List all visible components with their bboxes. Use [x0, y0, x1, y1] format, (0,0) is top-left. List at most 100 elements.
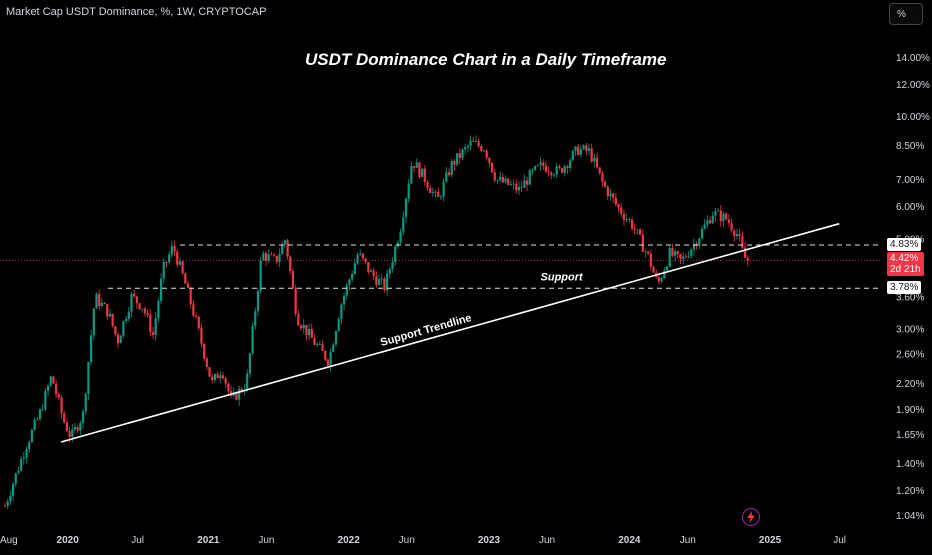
candle: [520, 181, 523, 193]
candle-body: [439, 196, 443, 198]
x-tick-label: Jul: [833, 535, 846, 546]
candle-body: [254, 310, 257, 326]
last-price-badge: 4.42% 2d 21h: [887, 251, 924, 276]
candle: [76, 425, 79, 433]
candle: [660, 276, 663, 284]
candle-body: [127, 311, 130, 319]
candle: [649, 249, 652, 271]
candle-body: [100, 302, 103, 307]
candle-body: [11, 483, 15, 496]
bolt-icon[interactable]: [742, 508, 760, 526]
candle: [574, 145, 577, 157]
candle-body: [700, 228, 704, 239]
candle: [547, 166, 550, 177]
candle-body: [682, 256, 685, 259]
candle: [673, 248, 677, 262]
candle: [472, 136, 475, 142]
candle: [216, 371, 219, 379]
candle-body: [369, 270, 373, 272]
candle: [668, 245, 671, 268]
candle: [294, 284, 297, 317]
y-tick-label: 14.00%: [896, 53, 930, 64]
candle: [386, 269, 389, 296]
candle-body: [192, 304, 195, 316]
candle-body: [590, 148, 593, 162]
candle-body: [176, 251, 179, 265]
candle: [647, 250, 650, 256]
candle: [149, 309, 152, 337]
x-tick-label: Jun: [399, 535, 415, 546]
candle-body: [539, 162, 542, 166]
candle-body: [197, 316, 200, 329]
candle: [612, 192, 615, 204]
candle: [211, 373, 214, 384]
candle-body: [63, 413, 66, 423]
candle: [103, 301, 106, 305]
candle-body: [606, 186, 609, 197]
candle-body: [17, 470, 20, 474]
candle: [633, 222, 636, 235]
candle: [418, 161, 421, 179]
candle-body: [227, 383, 230, 392]
candle: [81, 409, 85, 430]
support-trendline: [60, 222, 840, 443]
candle-body: [30, 429, 34, 443]
candle: [558, 164, 561, 170]
candle-body: [733, 230, 736, 236]
candle-body: [512, 183, 515, 185]
candle-body: [162, 261, 165, 279]
candle-body: [119, 335, 122, 344]
percent-scale-button[interactable]: %: [889, 3, 923, 25]
candle: [205, 356, 208, 371]
candle-body: [49, 376, 52, 386]
candle: [79, 420, 82, 435]
candle-body: [601, 173, 604, 182]
candle: [620, 203, 623, 218]
candle: [84, 391, 87, 415]
candle-body: [501, 177, 504, 183]
candle: [264, 250, 268, 267]
candle: [221, 372, 225, 380]
candle: [60, 394, 63, 419]
candle-body: [297, 313, 300, 326]
candle: [442, 178, 445, 202]
candle: [197, 315, 200, 331]
candle-body: [246, 373, 249, 390]
candle-body: [68, 431, 71, 437]
candle-body: [38, 409, 42, 419]
candle-body: [71, 429, 74, 437]
candle-body: [170, 245, 173, 255]
candle: [496, 179, 499, 185]
candle-body: [698, 238, 701, 247]
candle: [569, 157, 572, 173]
candle-body: [318, 344, 321, 345]
candle: [628, 217, 631, 223]
candle: [135, 296, 138, 309]
candle: [431, 187, 434, 198]
candle-body: [622, 213, 626, 220]
candle-body: [14, 473, 17, 484]
candle-body: [536, 165, 539, 167]
candle: [114, 325, 117, 337]
candle-body: [598, 167, 601, 174]
candle: [671, 243, 674, 258]
candle-body: [652, 266, 655, 273]
candle: [138, 302, 141, 311]
candle: [437, 187, 440, 198]
candle: [3, 502, 7, 507]
candle: [329, 348, 332, 372]
level-label-483: 4.83%: [887, 237, 922, 251]
candle: [614, 192, 617, 207]
x-axis: Aug 2020 Jul 2021 Jun 2022 Jun 2023 Jun 2024 Jun 20…: [0, 535, 846, 546]
candle-body: [453, 160, 456, 165]
candle-body: [95, 293, 98, 309]
candle-body: [36, 418, 39, 420]
candle: [388, 266, 391, 279]
candle: [469, 135, 472, 151]
candle: [571, 149, 574, 162]
candle-body: [108, 313, 112, 317]
x-tick-label: Aug: [0, 535, 18, 546]
candle: [456, 153, 459, 167]
